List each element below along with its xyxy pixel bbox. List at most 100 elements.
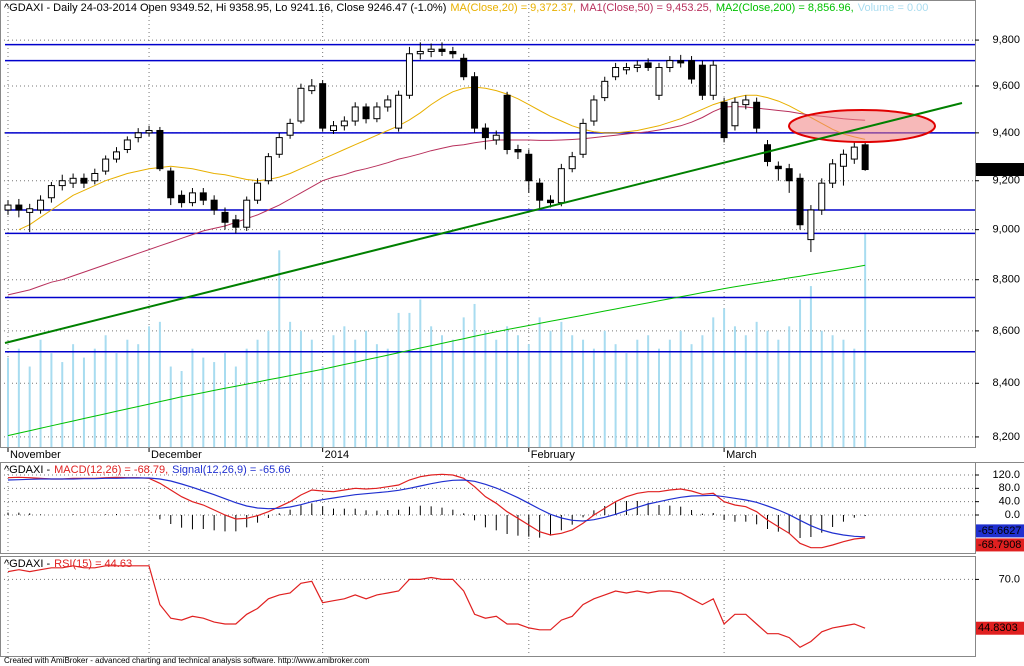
volume-bar bbox=[636, 339, 639, 447]
candle-body bbox=[536, 182, 544, 201]
volume-bar bbox=[658, 348, 660, 447]
volume-bar bbox=[820, 330, 823, 447]
x-tick-label: 2014 bbox=[325, 449, 349, 461]
x-tick-label: December bbox=[151, 449, 202, 461]
x-tick-label: February bbox=[531, 449, 576, 461]
candle-body bbox=[254, 182, 262, 201]
volume-bar bbox=[744, 335, 747, 447]
indicator-line bbox=[7, 473, 866, 549]
candle-body bbox=[221, 211, 229, 223]
volume-bar bbox=[799, 299, 802, 447]
y-tick-label: 8,800 bbox=[992, 274, 1020, 286]
volume-bar bbox=[245, 348, 248, 447]
candle-body bbox=[568, 156, 576, 170]
candle-body bbox=[308, 85, 316, 92]
legend-entry: MACD(12,26) = -68.79, bbox=[54, 464, 168, 476]
volume-bar bbox=[93, 348, 96, 447]
volume-bar bbox=[766, 330, 769, 447]
volume-bar bbox=[755, 321, 758, 447]
volume-bar bbox=[506, 326, 509, 447]
candle-body bbox=[438, 48, 446, 52]
volume-bar bbox=[831, 335, 834, 447]
candle-body bbox=[26, 208, 34, 213]
candle-body bbox=[58, 180, 66, 187]
title-text: ^GDAXI - bbox=[4, 464, 50, 476]
candle-body bbox=[188, 192, 196, 204]
volume-bar bbox=[842, 339, 845, 447]
candle-body bbox=[839, 153, 847, 167]
volume-bar bbox=[321, 366, 324, 447]
volume-bar bbox=[571, 335, 574, 447]
y-tick-label: 0.0 bbox=[1005, 509, 1020, 521]
candle-body bbox=[709, 64, 717, 96]
candle-body bbox=[275, 137, 283, 155]
candle-body bbox=[807, 209, 815, 241]
volume-bar bbox=[527, 344, 530, 447]
volume-bar bbox=[278, 250, 281, 447]
volume-bar bbox=[365, 330, 368, 447]
candle-body bbox=[492, 134, 500, 141]
price-pane-frame bbox=[0, 0, 976, 448]
candle-body bbox=[818, 182, 826, 211]
candle-body bbox=[167, 170, 175, 199]
volume-bar bbox=[462, 317, 465, 447]
candle-body bbox=[91, 172, 99, 182]
volume-bar bbox=[267, 330, 270, 447]
candle-body bbox=[666, 60, 674, 69]
candle-body bbox=[481, 127, 489, 139]
volume-bar bbox=[202, 357, 205, 447]
volume-bar bbox=[668, 339, 671, 447]
candle-body bbox=[774, 165, 782, 170]
last-value-label: 9,246.47 bbox=[978, 163, 1021, 175]
volume-bar bbox=[809, 286, 812, 447]
last-value-box bbox=[976, 524, 1024, 538]
volume-bar bbox=[137, 344, 140, 447]
candle-body bbox=[612, 67, 620, 78]
candle-body bbox=[829, 163, 837, 184]
y-tick-label: 9,000 bbox=[992, 224, 1020, 236]
volume-bar bbox=[332, 335, 335, 447]
candle-body bbox=[351, 106, 359, 122]
candle-body bbox=[460, 57, 468, 78]
volume-bar bbox=[723, 308, 726, 447]
volume-bar bbox=[712, 317, 715, 447]
candle-body bbox=[134, 132, 142, 139]
candle-body bbox=[264, 156, 272, 182]
volume-bar bbox=[864, 232, 867, 447]
volume-bar bbox=[180, 371, 183, 447]
volume-bar bbox=[61, 362, 64, 447]
candle-body bbox=[102, 158, 110, 172]
candle-body bbox=[243, 199, 251, 228]
candle-body bbox=[449, 50, 457, 55]
candle-body bbox=[547, 199, 554, 204]
volume-bar bbox=[788, 326, 791, 447]
candle-body bbox=[688, 60, 696, 80]
footer: Created with AmiBroker - advanced charti… bbox=[4, 656, 370, 665]
candle-body bbox=[731, 101, 739, 127]
legend-entry: Volume = 0.00 bbox=[858, 2, 929, 14]
candle-body bbox=[69, 177, 77, 184]
candle-body bbox=[210, 199, 218, 211]
y-tick-label: 120.0 bbox=[992, 469, 1020, 481]
candle-body bbox=[340, 120, 348, 127]
candle-body bbox=[557, 168, 565, 204]
candle-body bbox=[123, 139, 131, 150]
volume-bar bbox=[169, 366, 172, 447]
volume-bar bbox=[397, 312, 400, 447]
candle-body bbox=[113, 151, 120, 160]
legend-entry: MA2(Close,200) = 8,856.96, bbox=[716, 2, 854, 14]
volume-bar bbox=[234, 366, 237, 447]
volume-bar bbox=[375, 344, 378, 447]
volume-bar bbox=[343, 326, 346, 447]
candle-body bbox=[384, 99, 392, 108]
last-value-box bbox=[976, 163, 1024, 177]
volume-bar bbox=[354, 339, 357, 447]
legend-entry: RSI(15) = 44.63 bbox=[54, 558, 132, 570]
y-tick-label: 80.0 bbox=[999, 482, 1020, 494]
volume-bar bbox=[310, 339, 313, 447]
rsi-title: ^GDAXI - RSI(15) = 44.63 bbox=[4, 558, 132, 570]
volume-bar bbox=[560, 321, 563, 447]
volume-bar bbox=[690, 344, 693, 447]
volume-bar bbox=[104, 335, 107, 447]
